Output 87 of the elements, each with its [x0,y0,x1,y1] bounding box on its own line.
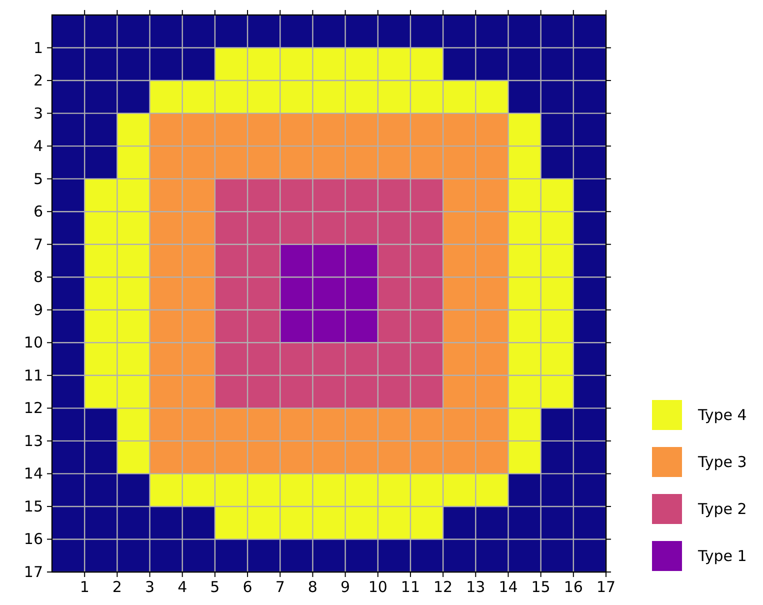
x-tick-label: 3 [144,578,155,596]
x-tick-label: 13 [466,578,486,596]
point [280,212,313,244]
x-tick-label: 2 [112,578,122,596]
point [345,310,378,343]
point [410,212,444,244]
point [345,212,378,244]
point [248,212,280,244]
legend-label: Type 4 [697,406,747,424]
point [312,375,346,408]
x-tick-label: 14 [498,578,518,596]
point [410,310,444,343]
point [312,244,346,278]
point [378,310,410,343]
point [248,178,280,212]
point [378,277,410,310]
point [248,277,280,310]
y-tick-label: 7 [33,235,43,254]
y-tick-label: 3 [33,104,43,122]
point [345,244,378,278]
y-tick-label: 12 [24,399,43,418]
point [248,310,280,343]
point [410,277,444,310]
x-tick-label: 4 [178,578,188,596]
point [214,310,248,343]
point [248,342,280,376]
point [410,244,444,278]
x-tick-label: 9 [340,578,350,596]
point [410,178,444,212]
x-tick-label: 5 [210,578,220,596]
x-tick-label: 11 [400,578,420,596]
point [312,277,346,310]
x-tick-label: 1 [80,578,90,596]
point [280,244,313,278]
point [378,375,410,408]
x-tick-label: 7 [275,578,285,596]
x-tick-label: 12 [434,578,453,596]
point [345,375,378,408]
legend-label: Type 3 [697,453,747,471]
point [378,178,410,212]
y-tick-label: 6 [33,202,43,221]
point [248,375,280,408]
point [312,178,346,212]
point [410,375,444,408]
point [214,375,248,408]
y-tick-label: 17 [24,563,43,581]
point [345,342,378,376]
y-tick-label: 1 [33,38,43,57]
point [280,277,313,310]
point [410,342,444,376]
y-tick-label: 11 [24,366,43,384]
point [378,212,410,244]
point [214,178,248,212]
x-tick-label: 17 [596,578,616,596]
point [248,244,280,278]
point [214,277,248,310]
point [345,277,378,310]
legend-label: Type 1 [697,547,747,565]
y-tick-label: 4 [33,137,43,156]
x-tick-label: 8 [308,578,318,596]
y-tick-label: 14 [24,464,43,483]
x-tick-label: 10 [368,578,388,596]
point [378,244,410,278]
x-tick-label: 15 [531,578,550,596]
legend-label: Type 2 [697,500,747,518]
y-tick-label: 15 [24,497,43,516]
point [312,342,346,376]
point [214,342,248,376]
point [312,212,346,244]
y-tick-label: 9 [33,300,43,319]
x-tick-label: 6 [242,578,252,596]
point [378,342,410,376]
y-tick-label: 13 [24,432,43,450]
y-tick-label: 2 [33,72,43,90]
point [214,244,248,278]
x-tick-label: 16 [564,578,583,596]
y-tick-label: 8 [33,268,43,286]
point [280,310,313,343]
point [280,375,313,408]
y-tick-label: 5 [33,170,43,188]
y-tick-label: 10 [24,334,43,352]
point [280,178,313,212]
point [312,310,346,343]
point [345,178,378,212]
point [214,212,248,244]
point [280,342,313,376]
y-tick-label: 16 [24,530,43,548]
